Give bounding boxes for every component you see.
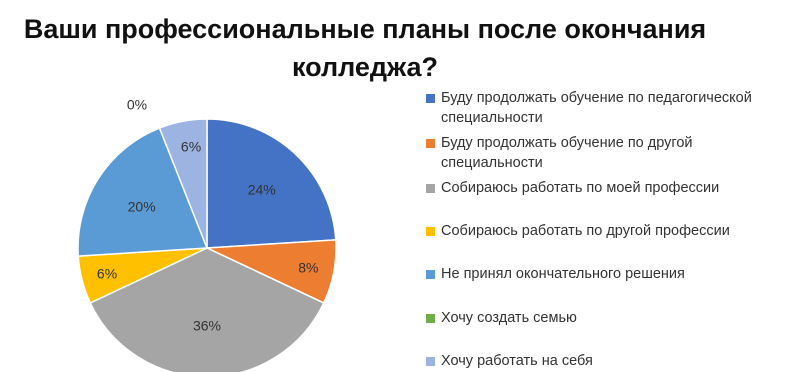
legend-item-4: Собираюсь работать по другой профессии bbox=[426, 221, 791, 241]
legend-item-7: Хочу работать на себя bbox=[426, 351, 791, 371]
legend-label: Хочу создать семью bbox=[441, 310, 577, 326]
legend-item-5: Не принял окончательного решения bbox=[426, 264, 791, 284]
pie-data-label-4: 6% bbox=[97, 266, 117, 282]
pie-slice-3 bbox=[89, 247, 325, 372]
legend-item-3: Собираюсь работать по моей профессии bbox=[426, 178, 791, 198]
pie-slice-1 bbox=[206, 118, 337, 249]
legend-item-1: Буду продолжать обучение по педагогическ… bbox=[426, 88, 791, 128]
legend-swatch bbox=[426, 184, 435, 193]
legend-swatch bbox=[426, 314, 435, 323]
pie-data-label-2: 8% bbox=[298, 259, 318, 275]
pie-slice-7 bbox=[158, 118, 208, 249]
legend-item-2: Буду продолжать обучение по другой специ… bbox=[426, 133, 791, 173]
pie-slice-5 bbox=[77, 127, 209, 257]
legend-label: Не принял окончательного решения bbox=[441, 266, 685, 282]
chart-title-line-2: колледжа? bbox=[291, 52, 439, 82]
pie-data-label-3: 36% bbox=[193, 317, 221, 333]
legend-swatch bbox=[426, 94, 435, 103]
legend-swatch bbox=[426, 139, 435, 148]
chart-title-line-1: Ваши профессиональные планы после оконча… bbox=[23, 14, 707, 44]
pie-chart: 24% 8% 36% 6% 20% 0% 6% bbox=[77, 96, 337, 372]
legend-label: Собираюсь работать по моей профессии bbox=[441, 180, 720, 196]
pie-data-label-7: 6% bbox=[181, 138, 201, 154]
legend-swatch bbox=[426, 227, 435, 236]
pie-data-label-5: 20% bbox=[128, 199, 156, 215]
legend-swatch bbox=[426, 270, 435, 279]
legend-label: Хочу работать на себя bbox=[441, 353, 593, 369]
legend-item-6: Хочу создать семью bbox=[426, 308, 791, 328]
pie-data-label-1: 24% bbox=[248, 182, 276, 198]
legend-swatch bbox=[426, 357, 435, 366]
legend-label: Буду продолжать обучение по другой специ… bbox=[441, 135, 693, 171]
pie-data-label-6: 0% bbox=[127, 96, 147, 112]
chart-title: Ваши профессиональные планы после оконча… bbox=[0, 10, 730, 86]
legend-label: Буду продолжать обучение по педагогическ… bbox=[441, 90, 752, 126]
legend-label: Собираюсь работать по другой профессии bbox=[441, 223, 730, 239]
